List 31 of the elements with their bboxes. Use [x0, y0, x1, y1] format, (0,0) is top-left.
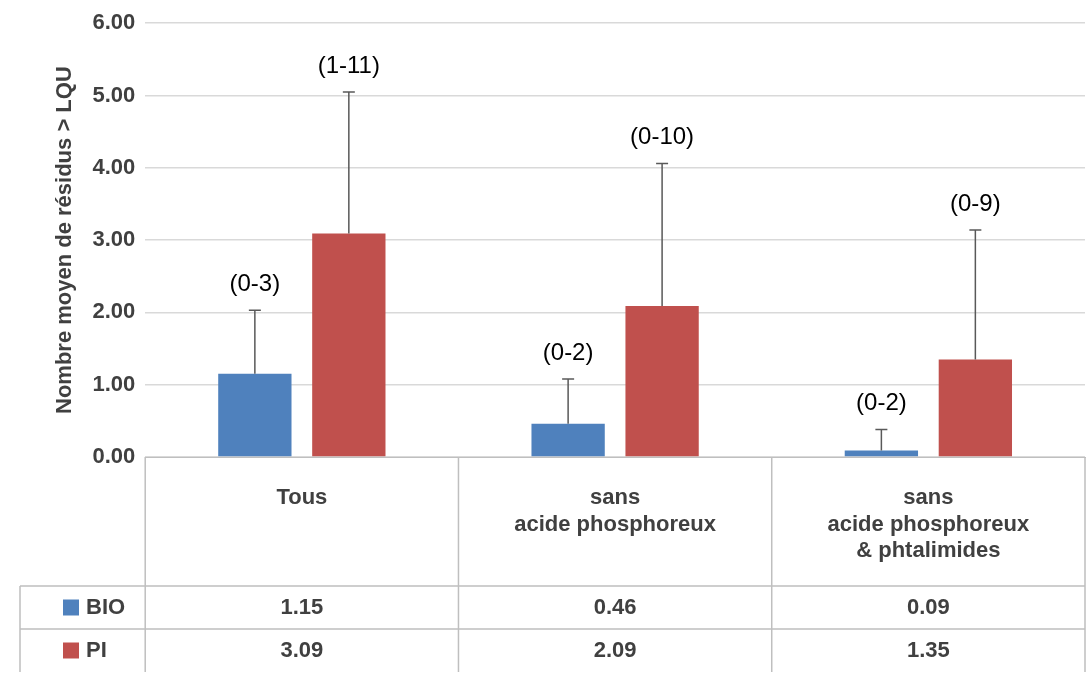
annotation: (0-2)	[856, 388, 907, 416]
legend-label: BIO	[86, 593, 126, 619]
annotation: (0-9)	[950, 188, 1001, 216]
bar	[844, 450, 919, 457]
annotation: (1-11)	[317, 50, 380, 78]
x-tick-label: sans acide phosphoreux & phtalimides	[827, 484, 1030, 563]
bar	[531, 423, 605, 457]
bar	[625, 305, 699, 457]
y-tick-label: 0.00	[92, 443, 136, 469]
data-label: 0.09	[906, 593, 950, 619]
data-label: 1.35	[906, 636, 950, 662]
data-label: 2.09	[593, 636, 637, 662]
y-axis-title: Nombre moyen de résidus > LQU	[51, 66, 77, 415]
annotation: (0-10)	[630, 122, 695, 150]
bar	[938, 359, 1013, 457]
y-tick-label: 1.00	[92, 370, 136, 396]
bar	[312, 233, 386, 457]
y-tick-label: 3.00	[92, 226, 136, 252]
y-tick-label: 4.00	[92, 153, 136, 179]
y-tick-label: 5.00	[92, 81, 136, 107]
annotation: (0-2)	[542, 337, 594, 365]
data-label: 1.15	[280, 593, 324, 619]
data-label: 0.46	[593, 593, 637, 619]
y-tick-label: 2.00	[92, 298, 136, 324]
x-tick-label: sans acide phosphoreux	[514, 484, 717, 536]
data-label: 3.09	[280, 636, 324, 662]
bar	[218, 373, 292, 457]
legend-label: PI	[86, 636, 107, 662]
y-tick-label: 6.00	[92, 9, 136, 35]
x-tick-label: Tous	[276, 484, 328, 510]
annotation: (0-3)	[229, 268, 281, 296]
